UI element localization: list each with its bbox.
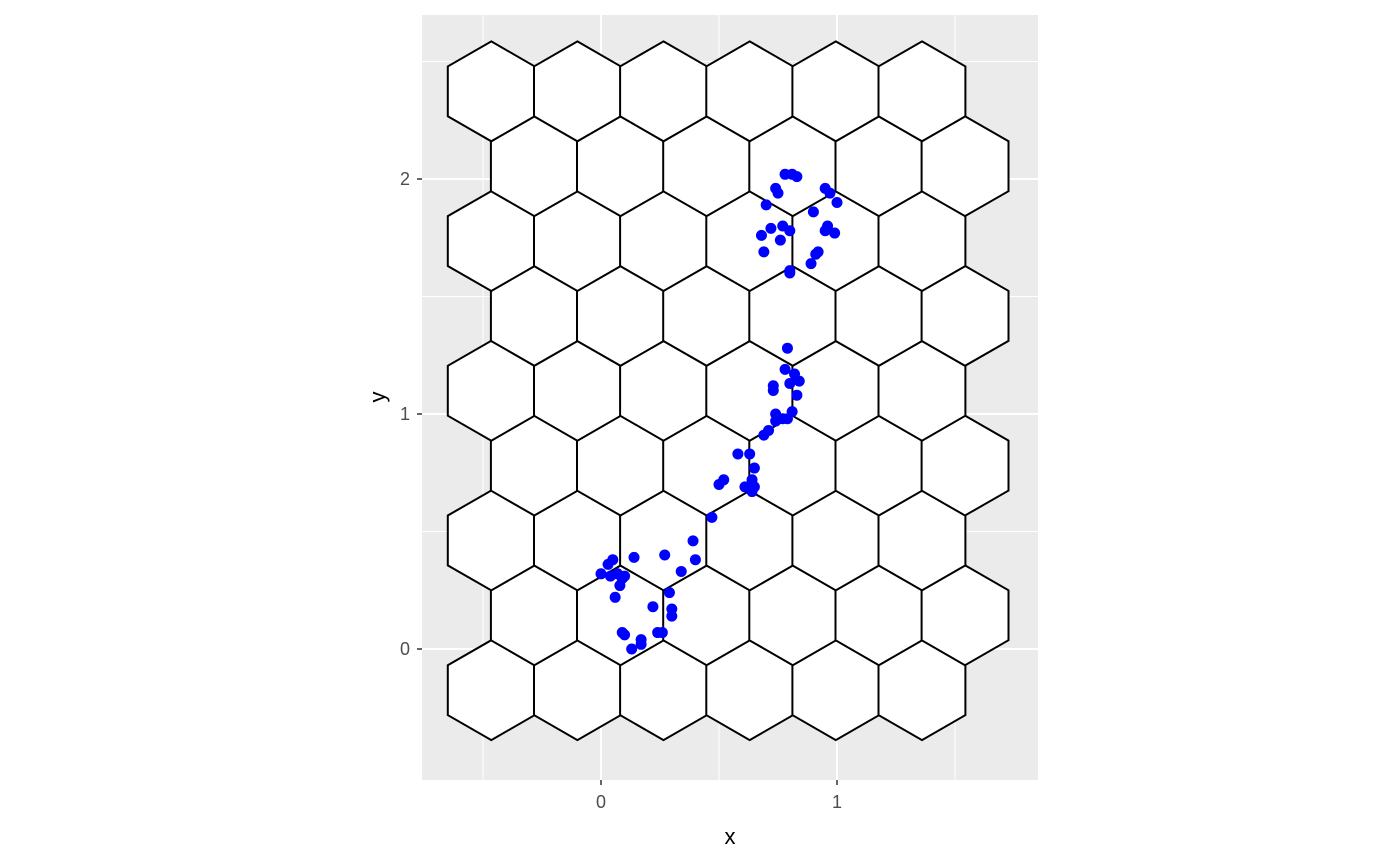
data-point (791, 389, 803, 401)
data-point (619, 570, 631, 582)
data-point (609, 591, 621, 603)
data-point (718, 474, 730, 486)
data-point (784, 267, 796, 279)
data-points (595, 168, 843, 655)
data-point (779, 363, 791, 375)
data-point (689, 554, 701, 566)
x-tick-label: 1 (832, 792, 842, 812)
data-point (635, 638, 647, 650)
data-point (793, 375, 805, 387)
data-point (647, 601, 659, 613)
y-tick-label: 2 (400, 169, 410, 189)
data-point (614, 580, 626, 592)
data-point (807, 206, 819, 218)
data-point (656, 627, 668, 639)
data-point (772, 187, 784, 199)
data-point (607, 554, 619, 566)
data-point (822, 220, 834, 232)
data-point (786, 406, 798, 418)
data-point (781, 342, 793, 354)
data-point (659, 549, 671, 561)
data-point (666, 610, 678, 622)
data-point (732, 448, 744, 460)
data-point (765, 222, 777, 234)
data-point (831, 197, 843, 208)
data-point (760, 199, 772, 211)
data-point (774, 234, 786, 246)
data-point (748, 462, 760, 474)
data-point (829, 227, 841, 239)
x-tick-label: 0 (596, 792, 606, 812)
x-axis-title: x (725, 824, 736, 849)
data-point (784, 225, 796, 237)
data-point (706, 511, 718, 523)
data-point (758, 246, 770, 258)
data-point (628, 551, 640, 563)
data-point (746, 486, 758, 498)
y-axis-title: y (365, 392, 390, 403)
data-point (744, 448, 756, 460)
data-point (595, 568, 607, 580)
data-point (675, 565, 687, 577)
data-point (619, 629, 631, 641)
axes: 0 1 0 1 2 (400, 169, 842, 812)
data-point (663, 587, 675, 599)
data-point (784, 377, 796, 389)
hexagon-grid (446, 40, 1010, 742)
data-point (763, 424, 775, 436)
data-point (824, 187, 836, 199)
data-point (767, 380, 779, 392)
data-point (687, 535, 699, 547)
data-point (805, 258, 817, 270)
data-point (626, 643, 638, 655)
y-tick-label: 1 (400, 404, 410, 424)
y-tick-label: 0 (400, 639, 410, 659)
data-point (810, 248, 822, 260)
hexagon-cell (877, 40, 967, 143)
data-point (791, 171, 803, 183)
data-point (755, 229, 767, 241)
